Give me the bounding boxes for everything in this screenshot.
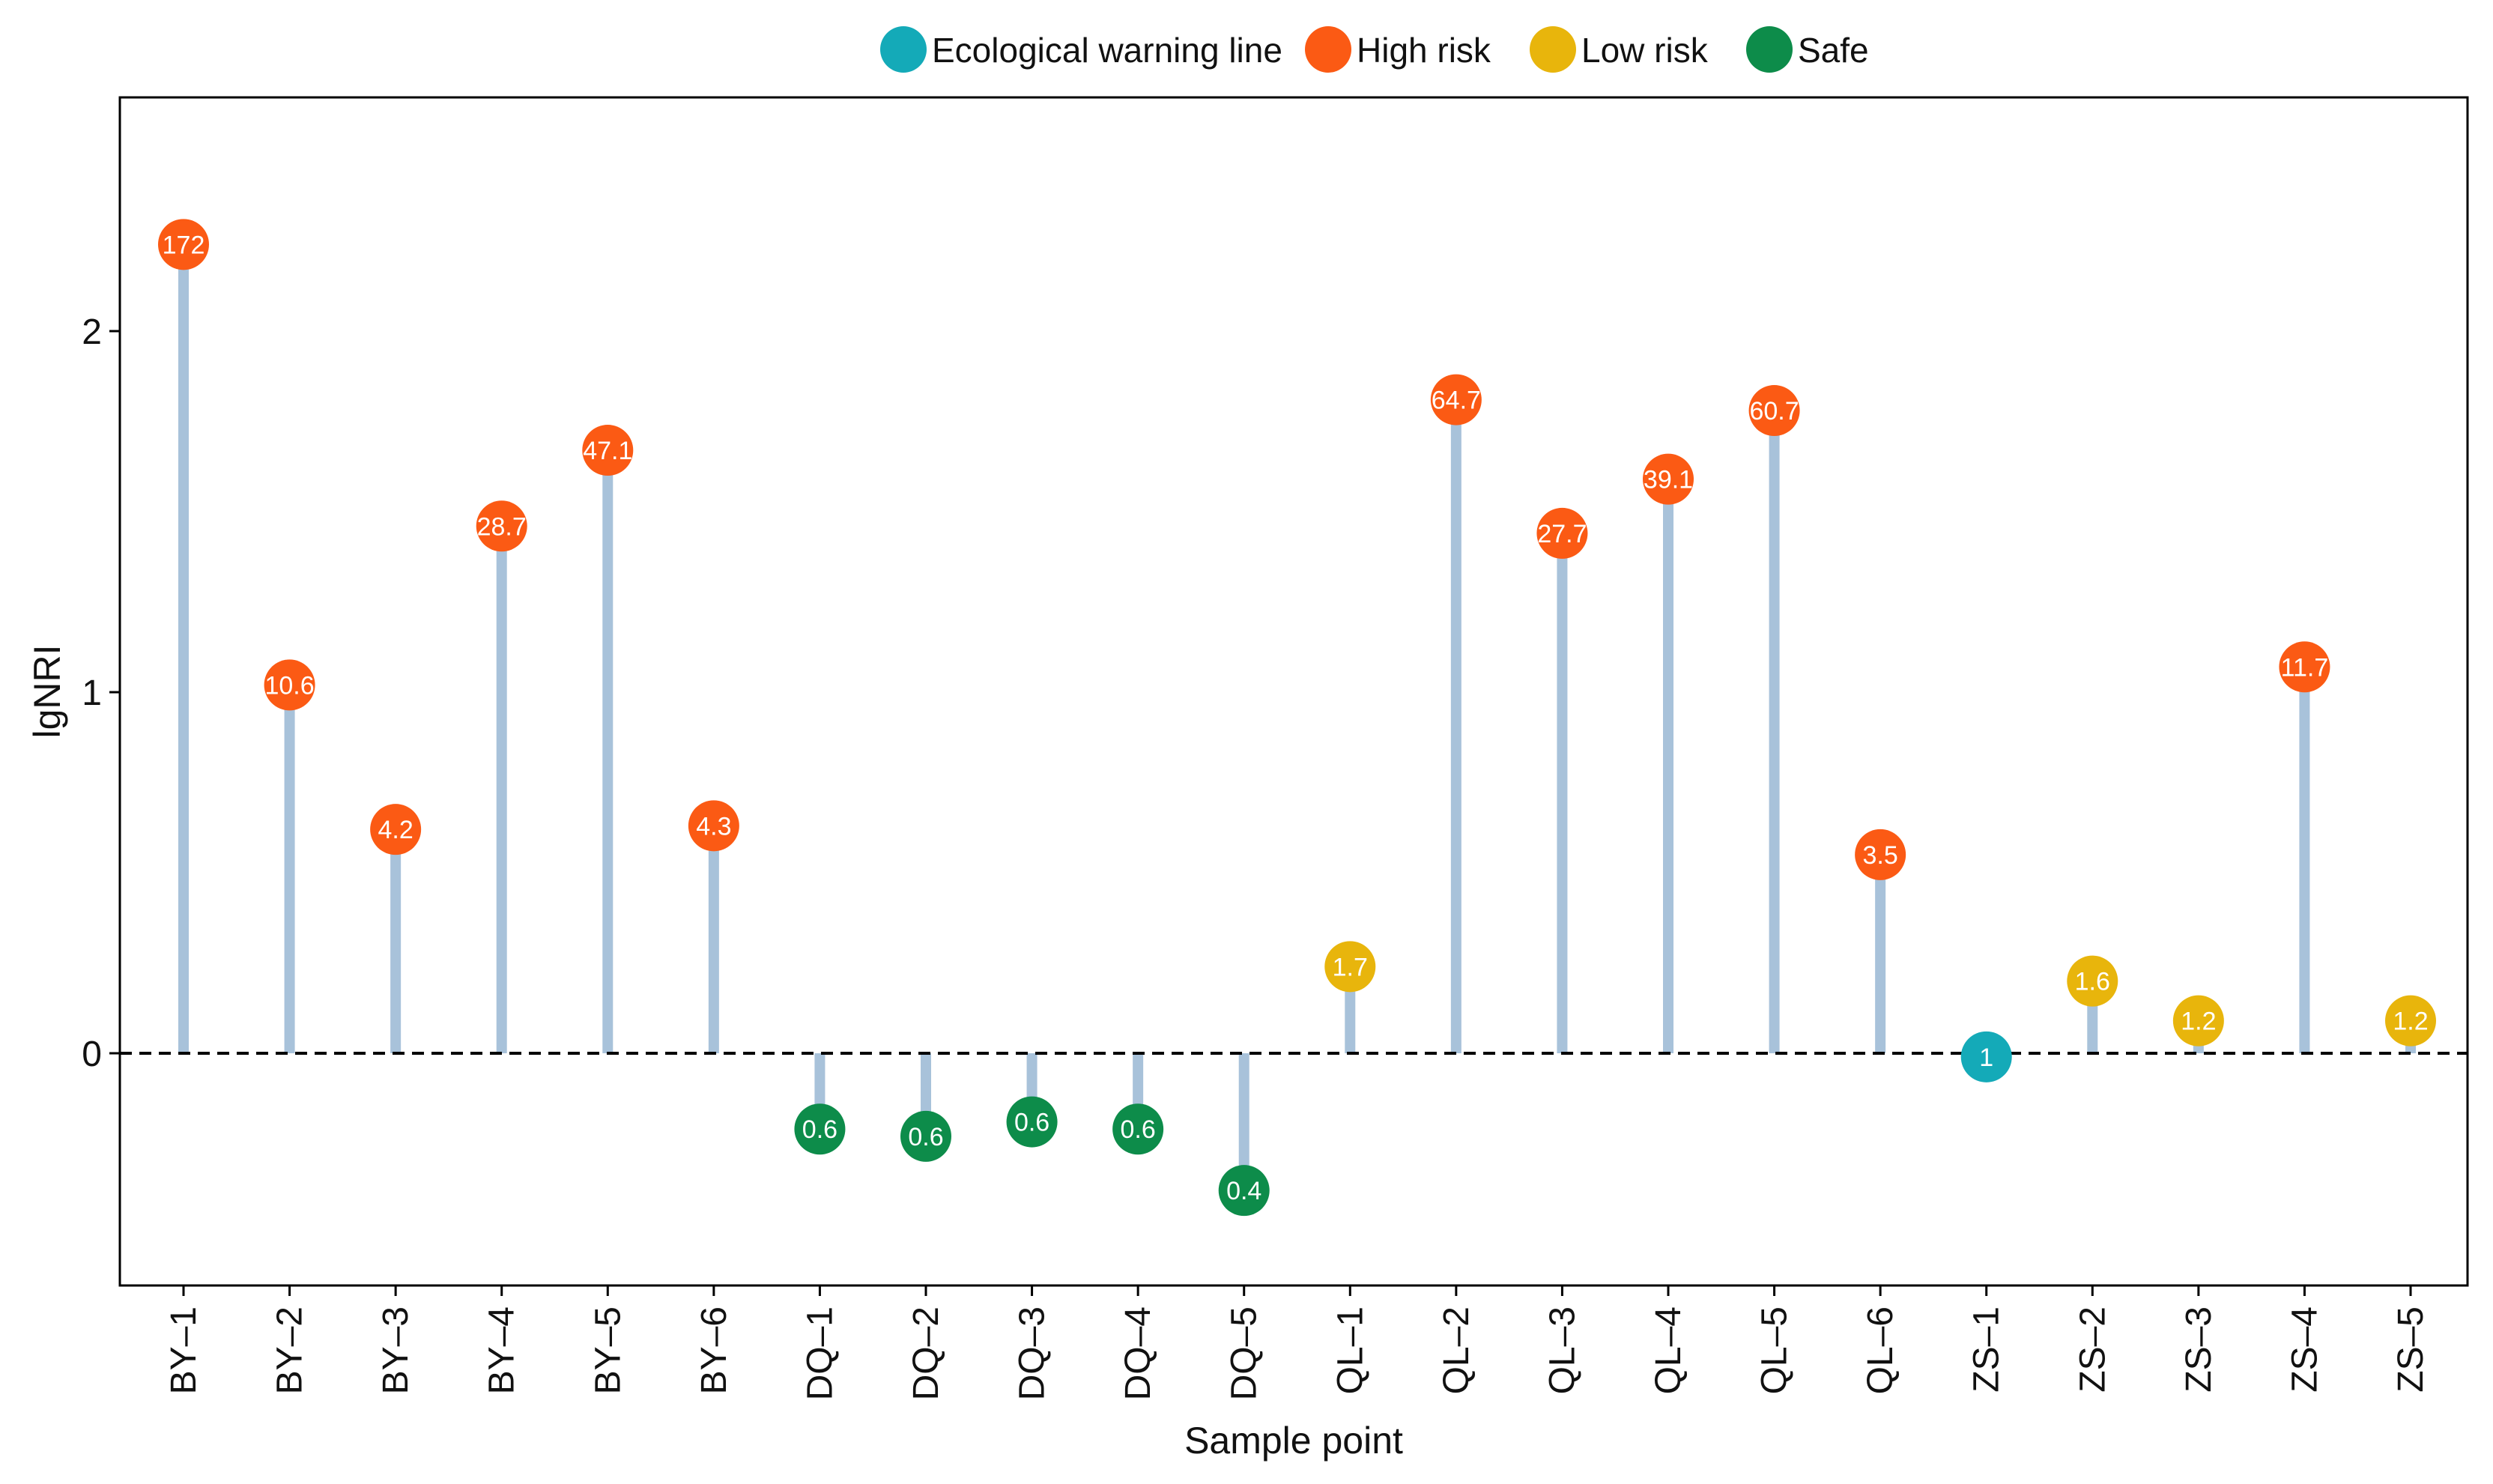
point-label: 0.6 [1014, 1109, 1049, 1137]
x-tick-label: ZS–2 [2073, 1306, 2112, 1393]
legend-key-safe [1746, 26, 1793, 73]
legend: Ecological warning line High risk Low risk… [880, 26, 1869, 73]
point-label: 39.1 [1644, 466, 1693, 494]
y-axis: 0 1 2 [82, 312, 120, 1074]
x-tick-label: QL–4 [1649, 1306, 1688, 1394]
y-tick-label: 2 [82, 312, 102, 352]
stems [178, 244, 2416, 1191]
point-marker [2067, 955, 2118, 1007]
point-label: 0.4 [1226, 1177, 1261, 1205]
point-label: 1 [1979, 1044, 1993, 1072]
x-tick-label: QL–6 [1861, 1306, 1900, 1394]
point-marker [1855, 829, 1906, 880]
point-label: 0.6 [908, 1123, 943, 1151]
point-marker [1218, 1165, 1270, 1217]
plot-panel-border [118, 96, 2469, 1287]
x-tick-label: DQ–1 [800, 1306, 840, 1400]
point-marker [1006, 1096, 1058, 1148]
point-label: 1.2 [2393, 1008, 2428, 1036]
x-tick-label: DQ–4 [1118, 1306, 1158, 1400]
point-marker [1748, 385, 1800, 437]
point-marker [2172, 995, 2224, 1047]
point-label: 1.7 [1333, 953, 1368, 981]
x-tick-label: QL–3 [1542, 1306, 1582, 1394]
y-tick-label: 0 [82, 1035, 102, 1074]
point-marker [158, 219, 209, 270]
point-label: 47.1 [583, 437, 632, 465]
x-tick-label: QL–2 [1437, 1306, 1476, 1394]
point-marker [1324, 941, 1376, 993]
x-tick-label: ZS–5 [2391, 1306, 2431, 1393]
point-marker [794, 1103, 846, 1155]
x-tick-label: BY–1 [164, 1306, 204, 1394]
legend-label-high: High risk [1357, 31, 1491, 70]
x-tick-label: ZS–3 [2179, 1306, 2219, 1393]
y-tick-label: 1 [82, 673, 102, 713]
x-tick-label: QL–1 [1330, 1306, 1370, 1394]
point-marker [1112, 1103, 1164, 1155]
x-tick-label: ZS–4 [2285, 1306, 2324, 1393]
point-marker [2385, 995, 2436, 1047]
point-label: 0.6 [1121, 1115, 1156, 1144]
point-label: 1.2 [2181, 1008, 2216, 1036]
point-label: 11.7 [2281, 653, 2329, 682]
x-tick-label: ZS–1 [1967, 1306, 2007, 1393]
x-tick-label: BY–5 [588, 1306, 628, 1394]
point-label: 0.6 [802, 1115, 837, 1144]
y-axis-title: lgNRI [26, 644, 68, 738]
point-label: 27.7 [1537, 520, 1587, 548]
x-tick-label: BY–3 [376, 1306, 416, 1394]
point-label: 28.7 [477, 512, 527, 541]
point-marker [264, 659, 315, 711]
x-tick-label: DQ–3 [1013, 1306, 1052, 1400]
point-label: 64.7 [1432, 387, 1481, 415]
point-marker [688, 800, 739, 852]
point-label: 60.7 [1749, 397, 1799, 425]
legend-label-low: Low risk [1581, 31, 1709, 70]
point-marker [476, 500, 527, 552]
point-marker [1536, 507, 1588, 559]
point-marker [2279, 641, 2330, 693]
point-marker [370, 804, 422, 855]
point-label: 4.2 [378, 816, 414, 844]
points: 172 10.6 4.2 28.7 47.1 4.3 0.6 0.6 0.6 0.6 0.4 1.7 6… [158, 219, 2436, 1217]
point-marker [1960, 1031, 2012, 1082]
point-label: 172 [163, 231, 205, 259]
legend-label-warning: Ecological warning line [932, 31, 1282, 70]
x-axis-title: Sample point [1184, 1420, 1403, 1462]
point-marker [1430, 374, 1482, 425]
point-label: 1.6 [2075, 968, 2110, 996]
legend-key-low [1530, 26, 1576, 73]
point-marker [900, 1110, 951, 1162]
legend-label-safe: Safe [1798, 31, 1869, 70]
x-axis: BY–1 BY–2 BY–3 BY–4 BY–5 BY–6 DQ–1 DQ–2 DQ–3 DQ–4… [164, 1285, 2431, 1400]
x-tick-label: BY–2 [270, 1306, 310, 1394]
point-marker [582, 425, 634, 476]
point-label: 4.3 [696, 812, 731, 841]
legend-key-warning [880, 26, 927, 73]
legend-key-high [1305, 26, 1351, 73]
x-tick-label: BY–6 [694, 1306, 734, 1394]
x-tick-label: QL–5 [1755, 1306, 1795, 1394]
x-tick-label: DQ–5 [1225, 1306, 1264, 1400]
x-tick-label: BY–4 [482, 1306, 522, 1394]
x-tick-label: DQ–2 [906, 1306, 946, 1400]
point-marker [1643, 453, 1694, 505]
point-label: 3.5 [1863, 841, 1898, 870]
point-label: 10.6 [264, 671, 314, 700]
